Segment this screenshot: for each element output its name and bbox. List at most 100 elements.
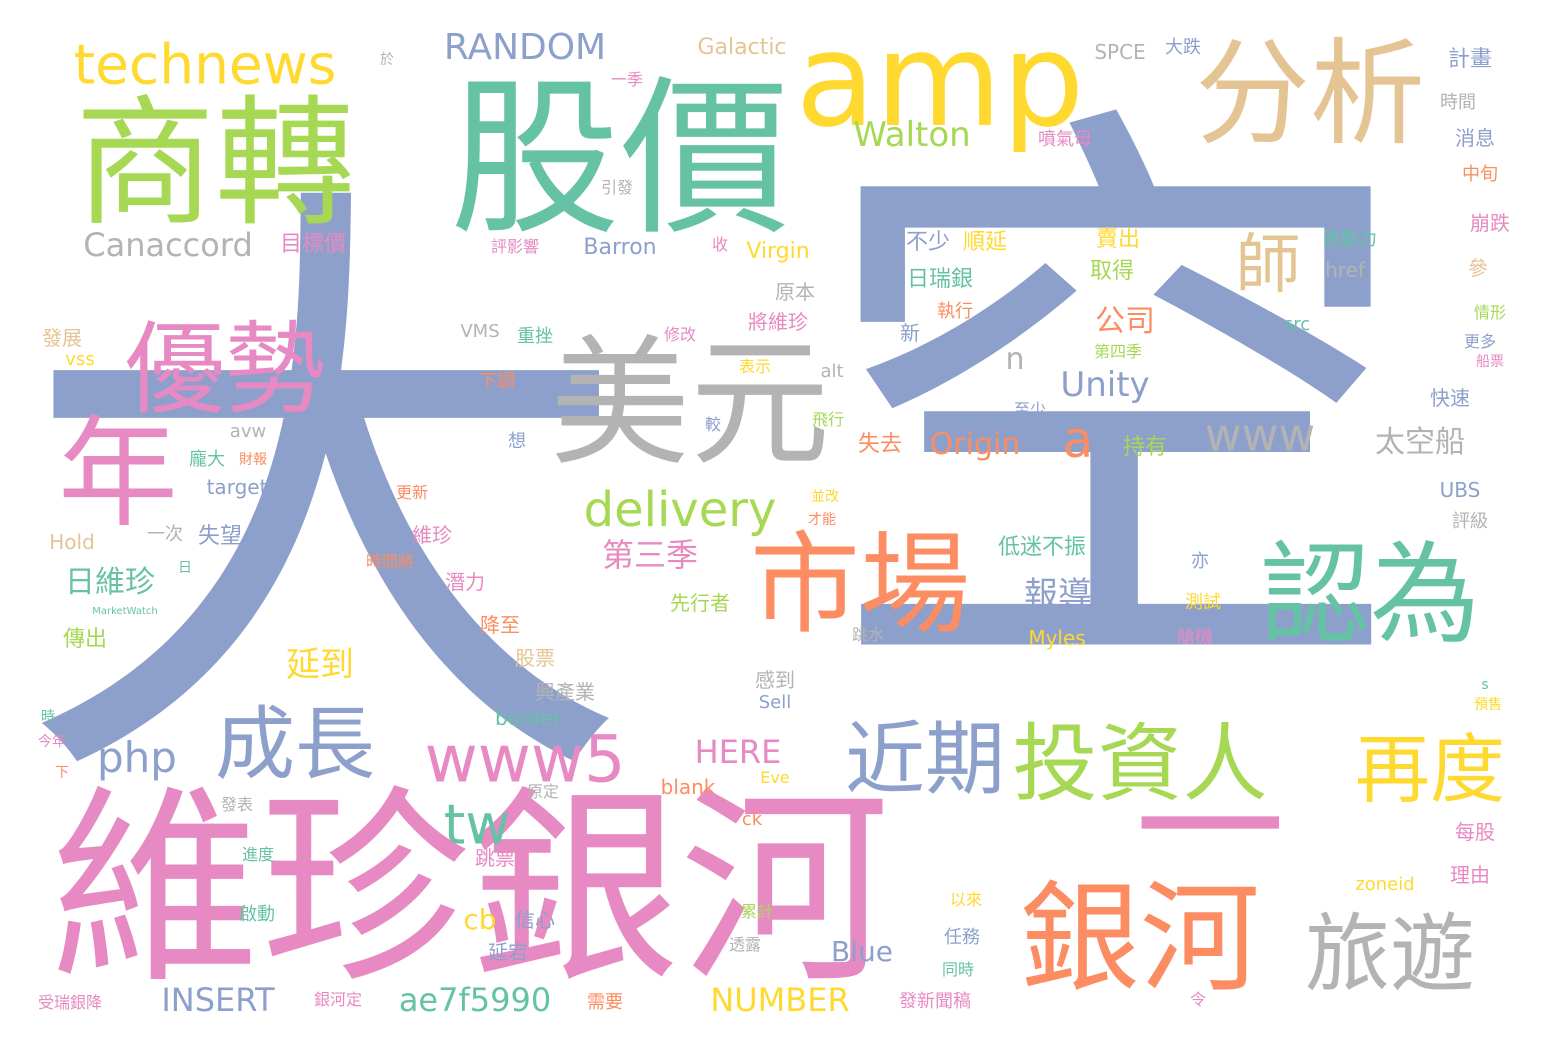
word-number: NUMBER bbox=[710, 981, 850, 1019]
word-a: a bbox=[1062, 411, 1094, 469]
word-美元: 美元 bbox=[549, 323, 831, 486]
word-月初: 月初 bbox=[1261, 338, 1289, 354]
word-消息: 消息 bbox=[1455, 126, 1495, 150]
word-情形: 情形 bbox=[1473, 303, 1507, 322]
word-順延: 順延 bbox=[962, 230, 1008, 255]
word-日維珍: 日維珍 bbox=[65, 565, 155, 600]
word-vms: VMS bbox=[460, 321, 500, 342]
word-信心: 信心 bbox=[515, 908, 555, 932]
word-師: 師 bbox=[1235, 227, 1301, 303]
word-barron: Barron bbox=[583, 235, 657, 260]
word-飛行: 飛行 bbox=[811, 410, 845, 429]
word-商轉: 商轉 bbox=[74, 83, 356, 246]
word-同時: 同時 bbox=[941, 960, 975, 979]
word-將維珍: 將維珍 bbox=[748, 310, 808, 334]
word-border: border bbox=[494, 706, 562, 730]
word-新: 新 bbox=[900, 321, 920, 345]
word-一次: 一次 bbox=[147, 524, 183, 545]
word-船票: 船票 bbox=[1476, 354, 1504, 370]
word-收: 收 bbox=[711, 235, 729, 254]
word-近期: 近期 bbox=[845, 713, 1005, 806]
word-累計: 累計 bbox=[740, 902, 774, 921]
word-噴氣母: 噴氣母 bbox=[1038, 129, 1092, 150]
word-維珍: 維珍 bbox=[412, 523, 452, 547]
word-修改: 修改 bbox=[663, 325, 697, 344]
word-www: www bbox=[1204, 408, 1316, 462]
word-於: 於 bbox=[380, 52, 394, 68]
word-href: href bbox=[1325, 258, 1365, 282]
word-降至: 降至 bbox=[480, 613, 520, 637]
word-今年: 今年 bbox=[38, 734, 66, 750]
word-insert: INSERT bbox=[161, 981, 275, 1019]
word-發表: 發表 bbox=[220, 795, 254, 814]
word-延到: 延到 bbox=[286, 645, 354, 685]
word-分析: 分析 bbox=[1194, 27, 1426, 162]
word-評影響: 評影響 bbox=[490, 237, 540, 256]
word-公司: 公司 bbox=[1095, 304, 1155, 339]
word-參: 參 bbox=[1468, 256, 1488, 280]
word-亦: 亦 bbox=[1191, 551, 1209, 572]
word-市場: 市場 bbox=[750, 521, 970, 649]
word-galactic: Galactic bbox=[697, 35, 787, 60]
word-財報: 財報 bbox=[239, 452, 267, 468]
word-日瑞銀: 日瑞銀 bbox=[906, 267, 974, 292]
word-認為: 認為 bbox=[1260, 531, 1480, 659]
word-第三季: 第三季 bbox=[601, 536, 699, 574]
word-感到: 感到 bbox=[755, 668, 795, 692]
word-更新: 更新 bbox=[395, 483, 429, 502]
word-大: 大 bbox=[15, 139, 635, 860]
word-php: php bbox=[97, 733, 177, 782]
word-每股: 每股 bbox=[1455, 820, 1495, 844]
word-再度: 再度 bbox=[1354, 725, 1506, 814]
word-中旬: 中旬 bbox=[1462, 164, 1498, 185]
word-eve: Eve bbox=[760, 768, 790, 787]
word-目標價: 目標價 bbox=[279, 232, 347, 257]
word-興產業: 興產業 bbox=[535, 680, 595, 704]
word-一: 一 bbox=[1134, 743, 1286, 917]
word-並改: 並改 bbox=[811, 489, 839, 505]
word-龐大: 龐大 bbox=[189, 449, 225, 470]
word-時間: 時間 bbox=[1440, 92, 1476, 113]
word-延宕: 延宕 bbox=[488, 940, 528, 964]
word-年: 年 bbox=[58, 405, 178, 544]
word-測試: 測試 bbox=[1185, 592, 1221, 613]
word-alt: alt bbox=[820, 361, 844, 382]
word-日: 日 bbox=[178, 560, 192, 576]
word-優勢: 優勢 bbox=[125, 311, 325, 428]
word-才能: 才能 bbox=[808, 512, 836, 528]
word-cb: cb bbox=[463, 903, 497, 936]
word-引發: 引發 bbox=[600, 178, 634, 197]
word-原本: 原本 bbox=[775, 280, 815, 304]
word-target: target bbox=[206, 475, 268, 499]
word-zoneid: zoneid bbox=[1355, 874, 1415, 895]
word-股票: 股票 bbox=[515, 646, 555, 670]
word-想: 想 bbox=[508, 431, 526, 452]
word-執行: 執行 bbox=[937, 301, 973, 322]
word-下調: 下調 bbox=[479, 371, 515, 392]
word-需要: 需要 bbox=[587, 992, 623, 1013]
word-blank: blank bbox=[660, 775, 716, 799]
word-delivery: delivery bbox=[583, 482, 777, 538]
word-持有: 持有 bbox=[1122, 435, 1168, 460]
word-發新聞稿: 發新聞稿 bbox=[899, 991, 971, 1012]
word-amp: amp bbox=[795, 4, 1085, 156]
word-跳水: 跳水 bbox=[851, 625, 885, 644]
word-透露: 透露 bbox=[728, 935, 762, 954]
word-維珍銀河: 維珍銀河 bbox=[49, 767, 891, 1012]
word-ae7f5990: ae7f5990 bbox=[398, 981, 552, 1019]
word-here: HERE bbox=[694, 733, 782, 771]
word-重挫: 重挫 bbox=[517, 326, 553, 347]
word-令: 令 bbox=[1189, 990, 1207, 1009]
word-進度: 進度 bbox=[241, 845, 275, 864]
word-以來: 以來 bbox=[949, 890, 983, 909]
word-投資人: 投資人 bbox=[1012, 715, 1268, 815]
word-空: 空 bbox=[815, 60, 1415, 759]
word-spce: SPCE bbox=[1094, 40, 1146, 64]
word-canaccord: Canaccord bbox=[83, 226, 253, 264]
word-s: s bbox=[1481, 677, 1489, 693]
word-ubs: UBS bbox=[1439, 478, 1481, 502]
word-失去: 失去 bbox=[857, 432, 903, 457]
word-先行者: 先行者 bbox=[670, 591, 730, 615]
word-sell: Sell bbox=[758, 692, 792, 713]
